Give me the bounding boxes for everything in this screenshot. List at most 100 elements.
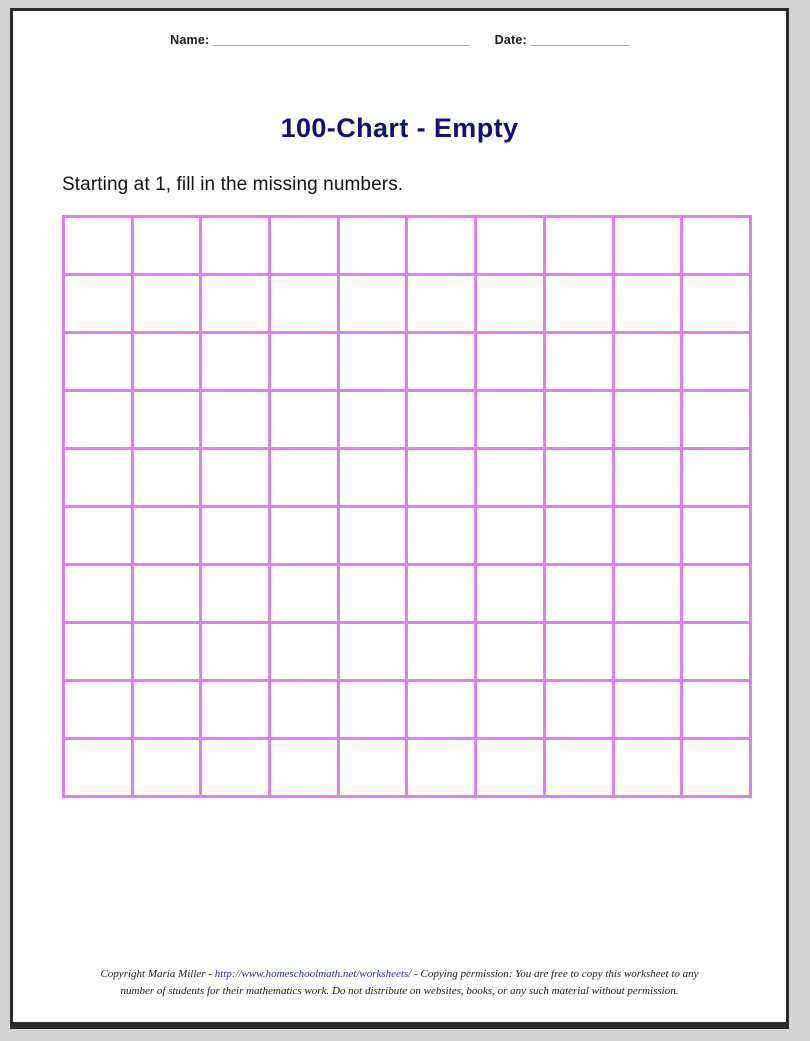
chart-cell[interactable]: [474, 621, 546, 682]
chart-cell[interactable]: [130, 389, 203, 450]
chart-cell[interactable]: [405, 447, 478, 508]
chart-cell[interactable]: [268, 505, 340, 566]
chart-cell[interactable]: [405, 215, 478, 276]
chart-cell[interactable]: [336, 447, 409, 508]
name-input-rule[interactable]: _______________________________________: [213, 33, 469, 47]
chart-cell[interactable]: [680, 679, 752, 740]
chart-cell[interactable]: [130, 505, 203, 566]
chart-cell[interactable]: [405, 273, 478, 334]
chart-cell[interactable]: [474, 215, 546, 276]
chart-cell[interactable]: [268, 331, 340, 392]
chart-cell[interactable]: [680, 331, 752, 392]
chart-cell[interactable]: [680, 505, 752, 566]
chart-cell[interactable]: [268, 679, 340, 740]
chart-cell[interactable]: [199, 737, 272, 798]
chart-cell[interactable]: [474, 447, 546, 508]
chart-cell[interactable]: [62, 505, 134, 566]
chart-cell[interactable]: [130, 563, 203, 624]
date-input-rule[interactable]: _______________: [530, 33, 630, 47]
chart-cell[interactable]: [62, 447, 134, 508]
chart-cell[interactable]: [62, 389, 134, 450]
chart-cell[interactable]: [336, 331, 409, 392]
chart-cell[interactable]: [268, 563, 340, 624]
chart-cell[interactable]: [474, 679, 546, 740]
chart-cell[interactable]: [62, 331, 134, 392]
chart-cell[interactable]: [199, 331, 272, 392]
chart-cell[interactable]: [474, 273, 546, 334]
chart-cell[interactable]: [130, 621, 203, 682]
chart-cell[interactable]: [611, 621, 684, 682]
chart-cell[interactable]: [680, 215, 752, 276]
chart-cell[interactable]: [611, 331, 684, 392]
chart-cell[interactable]: [405, 389, 478, 450]
chart-cell[interactable]: [405, 505, 478, 566]
chart-cell[interactable]: [268, 273, 340, 334]
chart-cell[interactable]: [199, 621, 272, 682]
chart-cell[interactable]: [199, 215, 272, 276]
chart-cell[interactable]: [62, 273, 134, 334]
chart-cell[interactable]: [405, 621, 478, 682]
chart-cell[interactable]: [130, 273, 203, 334]
chart-cell[interactable]: [62, 563, 134, 624]
chart-cell[interactable]: [336, 389, 409, 450]
chart-cell[interactable]: [680, 273, 752, 334]
chart-cell[interactable]: [336, 273, 409, 334]
chart-cell[interactable]: [199, 505, 272, 566]
chart-cell[interactable]: [542, 273, 615, 334]
chart-cell[interactable]: [268, 737, 340, 798]
chart-cell[interactable]: [62, 215, 134, 276]
chart-cell[interactable]: [405, 679, 478, 740]
chart-cell[interactable]: [474, 563, 546, 624]
chart-cell[interactable]: [62, 621, 134, 682]
chart-cell[interactable]: [542, 621, 615, 682]
chart-cell[interactable]: [199, 563, 272, 624]
chart-cell[interactable]: [680, 621, 752, 682]
chart-cell[interactable]: [542, 563, 615, 624]
chart-cell[interactable]: [680, 389, 752, 450]
chart-cell[interactable]: [199, 273, 272, 334]
chart-cell[interactable]: [542, 447, 615, 508]
chart-cell[interactable]: [62, 679, 134, 740]
chart-cell[interactable]: [542, 737, 615, 798]
chart-cell[interactable]: [130, 215, 203, 276]
chart-cell[interactable]: [611, 737, 684, 798]
chart-cell[interactable]: [130, 447, 203, 508]
chart-cell[interactable]: [611, 389, 684, 450]
chart-cell[interactable]: [405, 563, 478, 624]
chart-cell[interactable]: [542, 389, 615, 450]
chart-cell[interactable]: [680, 447, 752, 508]
chart-cell[interactable]: [474, 737, 546, 798]
chart-cell[interactable]: [474, 331, 546, 392]
chart-cell[interactable]: [405, 737, 478, 798]
chart-cell[interactable]: [611, 447, 684, 508]
chart-cell[interactable]: [336, 621, 409, 682]
chart-cell[interactable]: [62, 737, 134, 798]
chart-cell[interactable]: [336, 679, 409, 740]
chart-cell[interactable]: [405, 331, 478, 392]
chart-cell[interactable]: [268, 447, 340, 508]
chart-cell[interactable]: [542, 215, 615, 276]
chart-cell[interactable]: [130, 737, 203, 798]
chart-cell[interactable]: [130, 331, 203, 392]
chart-cell[interactable]: [268, 215, 340, 276]
chart-cell[interactable]: [611, 505, 684, 566]
chart-cell[interactable]: [680, 563, 752, 624]
chart-cell[interactable]: [130, 679, 203, 740]
chart-cell[interactable]: [336, 737, 409, 798]
footer-url-link[interactable]: http://www.homeschoolmath.net/worksheets…: [214, 968, 412, 980]
chart-cell[interactable]: [542, 505, 615, 566]
chart-cell[interactable]: [611, 563, 684, 624]
chart-cell[interactable]: [268, 389, 340, 450]
chart-cell[interactable]: [199, 389, 272, 450]
chart-cell[interactable]: [199, 679, 272, 740]
chart-cell[interactable]: [611, 273, 684, 334]
chart-cell[interactable]: [542, 331, 615, 392]
chart-cell[interactable]: [336, 563, 409, 624]
chart-cell[interactable]: [199, 447, 272, 508]
chart-cell[interactable]: [336, 505, 409, 566]
chart-cell[interactable]: [336, 215, 409, 276]
chart-cell[interactable]: [680, 737, 752, 798]
chart-cell[interactable]: [542, 679, 615, 740]
chart-cell[interactable]: [474, 505, 546, 566]
chart-cell[interactable]: [611, 679, 684, 740]
